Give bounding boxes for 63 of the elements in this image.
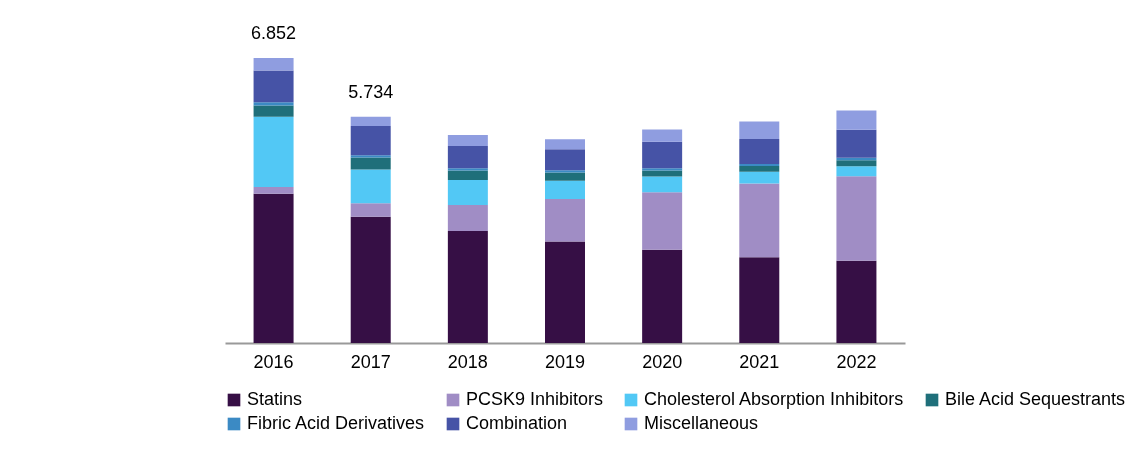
bar [739, 121, 780, 139]
x-tick-label: 2019 [544, 351, 586, 372]
x-tick-label: 2017 [350, 351, 391, 372]
bar [642, 192, 683, 250]
bar [350, 157, 391, 170]
bar [447, 168, 488, 171]
bar [253, 105, 294, 117]
legend-label: Cholesterol Absorption Inhibitors [644, 389, 904, 409]
bar [642, 129, 683, 142]
bar [545, 241, 585, 343]
bar [253, 187, 294, 194]
legend-label: Bile Acid Sequestrants [945, 389, 1126, 409]
bar [739, 138, 780, 165]
bar [545, 170, 585, 173]
bar [447, 170, 488, 180]
bar [642, 141, 683, 169]
legend-label: Miscellaneous [644, 413, 759, 433]
x-tick-label: 2022 [836, 351, 877, 372]
annotation: 5.734 [348, 81, 394, 102]
legend-label: PCSK9 Inhibitors [466, 389, 604, 409]
bar [447, 134, 488, 147]
bar [739, 183, 780, 258]
x-tick-label: 2018 [447, 351, 488, 372]
bar [350, 216, 391, 343]
bar [447, 205, 488, 231]
bar [350, 169, 391, 204]
bar [642, 170, 683, 177]
bar [545, 199, 585, 242]
x-tick-label: 2021 [739, 351, 780, 372]
legend-label: Combination [466, 413, 568, 433]
legend-label: Fibric Acid Derivatives [247, 413, 425, 433]
bar [447, 146, 488, 169]
bar [253, 102, 294, 106]
bar [545, 139, 585, 150]
bar [836, 176, 877, 261]
bar [642, 176, 683, 193]
bar [836, 260, 877, 343]
x-tick-label: 2020 [642, 351, 683, 372]
bar [350, 126, 391, 156]
bar [739, 166, 780, 172]
bar [253, 58, 294, 71]
bar [836, 129, 877, 158]
bar [739, 164, 780, 167]
bar [739, 171, 780, 184]
bar [836, 160, 877, 167]
annotation: 6.852 [251, 23, 297, 43]
bar [253, 193, 294, 343]
bar [642, 249, 683, 343]
legend-label: Statins [247, 389, 303, 409]
bar [836, 166, 877, 177]
bar [253, 116, 294, 188]
bar [545, 172, 585, 181]
bar [447, 231, 488, 343]
bar [545, 149, 585, 171]
bar [350, 203, 391, 217]
bar [447, 179, 488, 206]
bar [545, 180, 585, 200]
bar [836, 110, 877, 130]
bar [253, 70, 294, 103]
x-tick-label: 2016 [253, 351, 294, 372]
bar [642, 168, 683, 171]
bar [350, 116, 391, 127]
bar [739, 257, 780, 343]
